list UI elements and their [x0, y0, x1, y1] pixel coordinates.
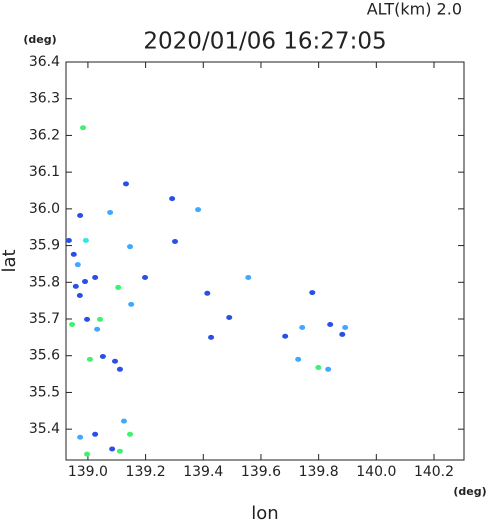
y-unit: (deg)	[23, 33, 56, 46]
echo-point	[295, 356, 302, 362]
echo-point	[339, 331, 346, 337]
echo-point	[112, 358, 119, 364]
x-tick-label: 139.6	[241, 464, 281, 480]
echo-point	[69, 322, 76, 328]
y-tick-label: 36.4	[29, 54, 60, 70]
echo-point	[82, 237, 89, 243]
echo-point	[86, 356, 93, 362]
echo-point	[65, 237, 72, 243]
echo-point	[82, 279, 89, 285]
echo-point	[127, 431, 134, 437]
echo-point	[208, 334, 215, 340]
echo-point	[92, 431, 99, 437]
echo-point	[315, 364, 322, 370]
echo-point	[282, 333, 289, 339]
echo-point	[204, 290, 211, 296]
echo-point	[127, 244, 134, 250]
y-tick-label: 35.4	[29, 421, 60, 437]
echo-point	[80, 125, 87, 131]
echo-point	[195, 207, 202, 213]
echo-point	[299, 324, 306, 330]
echo-point	[325, 366, 332, 372]
y-tick-label: 35.8	[29, 274, 60, 290]
echo-point	[122, 181, 129, 187]
altitude-label: ALT(km) 2.0	[367, 0, 462, 19]
chart-title: 2020/01/06 16:27:05	[143, 29, 386, 55]
x-unit: (deg)	[453, 485, 486, 498]
y-tick-label: 35.7	[29, 311, 60, 327]
y-tick-label: 35.6	[29, 348, 60, 364]
echo-point	[70, 251, 77, 257]
echo-point	[128, 301, 135, 307]
echo-point	[76, 293, 83, 299]
echo-point	[107, 210, 114, 216]
y-axis-label: lat	[0, 249, 20, 272]
echo-point	[116, 366, 123, 372]
echo-point	[97, 316, 104, 322]
echo-point	[309, 290, 316, 296]
echo-point	[327, 322, 334, 328]
y-tick-label: 35.5	[29, 384, 60, 400]
x-tick-label: 140.0	[356, 464, 396, 480]
echo-point	[245, 275, 252, 281]
echo-point	[99, 353, 106, 359]
y-tick-label: 35.9	[29, 238, 60, 254]
echo-point	[226, 315, 233, 321]
echo-point	[142, 275, 149, 281]
echo-point	[77, 212, 84, 218]
echo-point	[94, 326, 101, 332]
y-tick-label: 36.1	[29, 164, 60, 180]
echo-point	[115, 284, 122, 290]
x-tick-label: 139.0	[68, 464, 108, 480]
x-tick-label: 139.8	[299, 464, 339, 480]
echo-point	[109, 446, 116, 452]
x-tick-label: 139.4	[183, 464, 223, 480]
plot-frame	[65, 61, 465, 461]
x-tick-label: 140.2	[414, 464, 454, 480]
x-axis-label: lon	[251, 503, 278, 521]
echo-point	[342, 324, 349, 330]
echo-point	[84, 451, 91, 457]
echo-point	[74, 262, 81, 268]
echo-point	[92, 275, 99, 281]
y-tick-label: 36.3	[29, 91, 60, 107]
echo-point	[77, 434, 84, 440]
echo-point	[84, 316, 91, 322]
x-tick-label: 139.2	[126, 464, 166, 480]
y-tick-label: 36.2	[29, 127, 60, 143]
echo-point	[72, 283, 79, 289]
echo-point	[172, 239, 179, 245]
echo-point	[116, 448, 123, 454]
echo-point	[169, 196, 176, 202]
y-tick-label: 36.0	[29, 201, 60, 217]
echo-point	[120, 418, 127, 424]
